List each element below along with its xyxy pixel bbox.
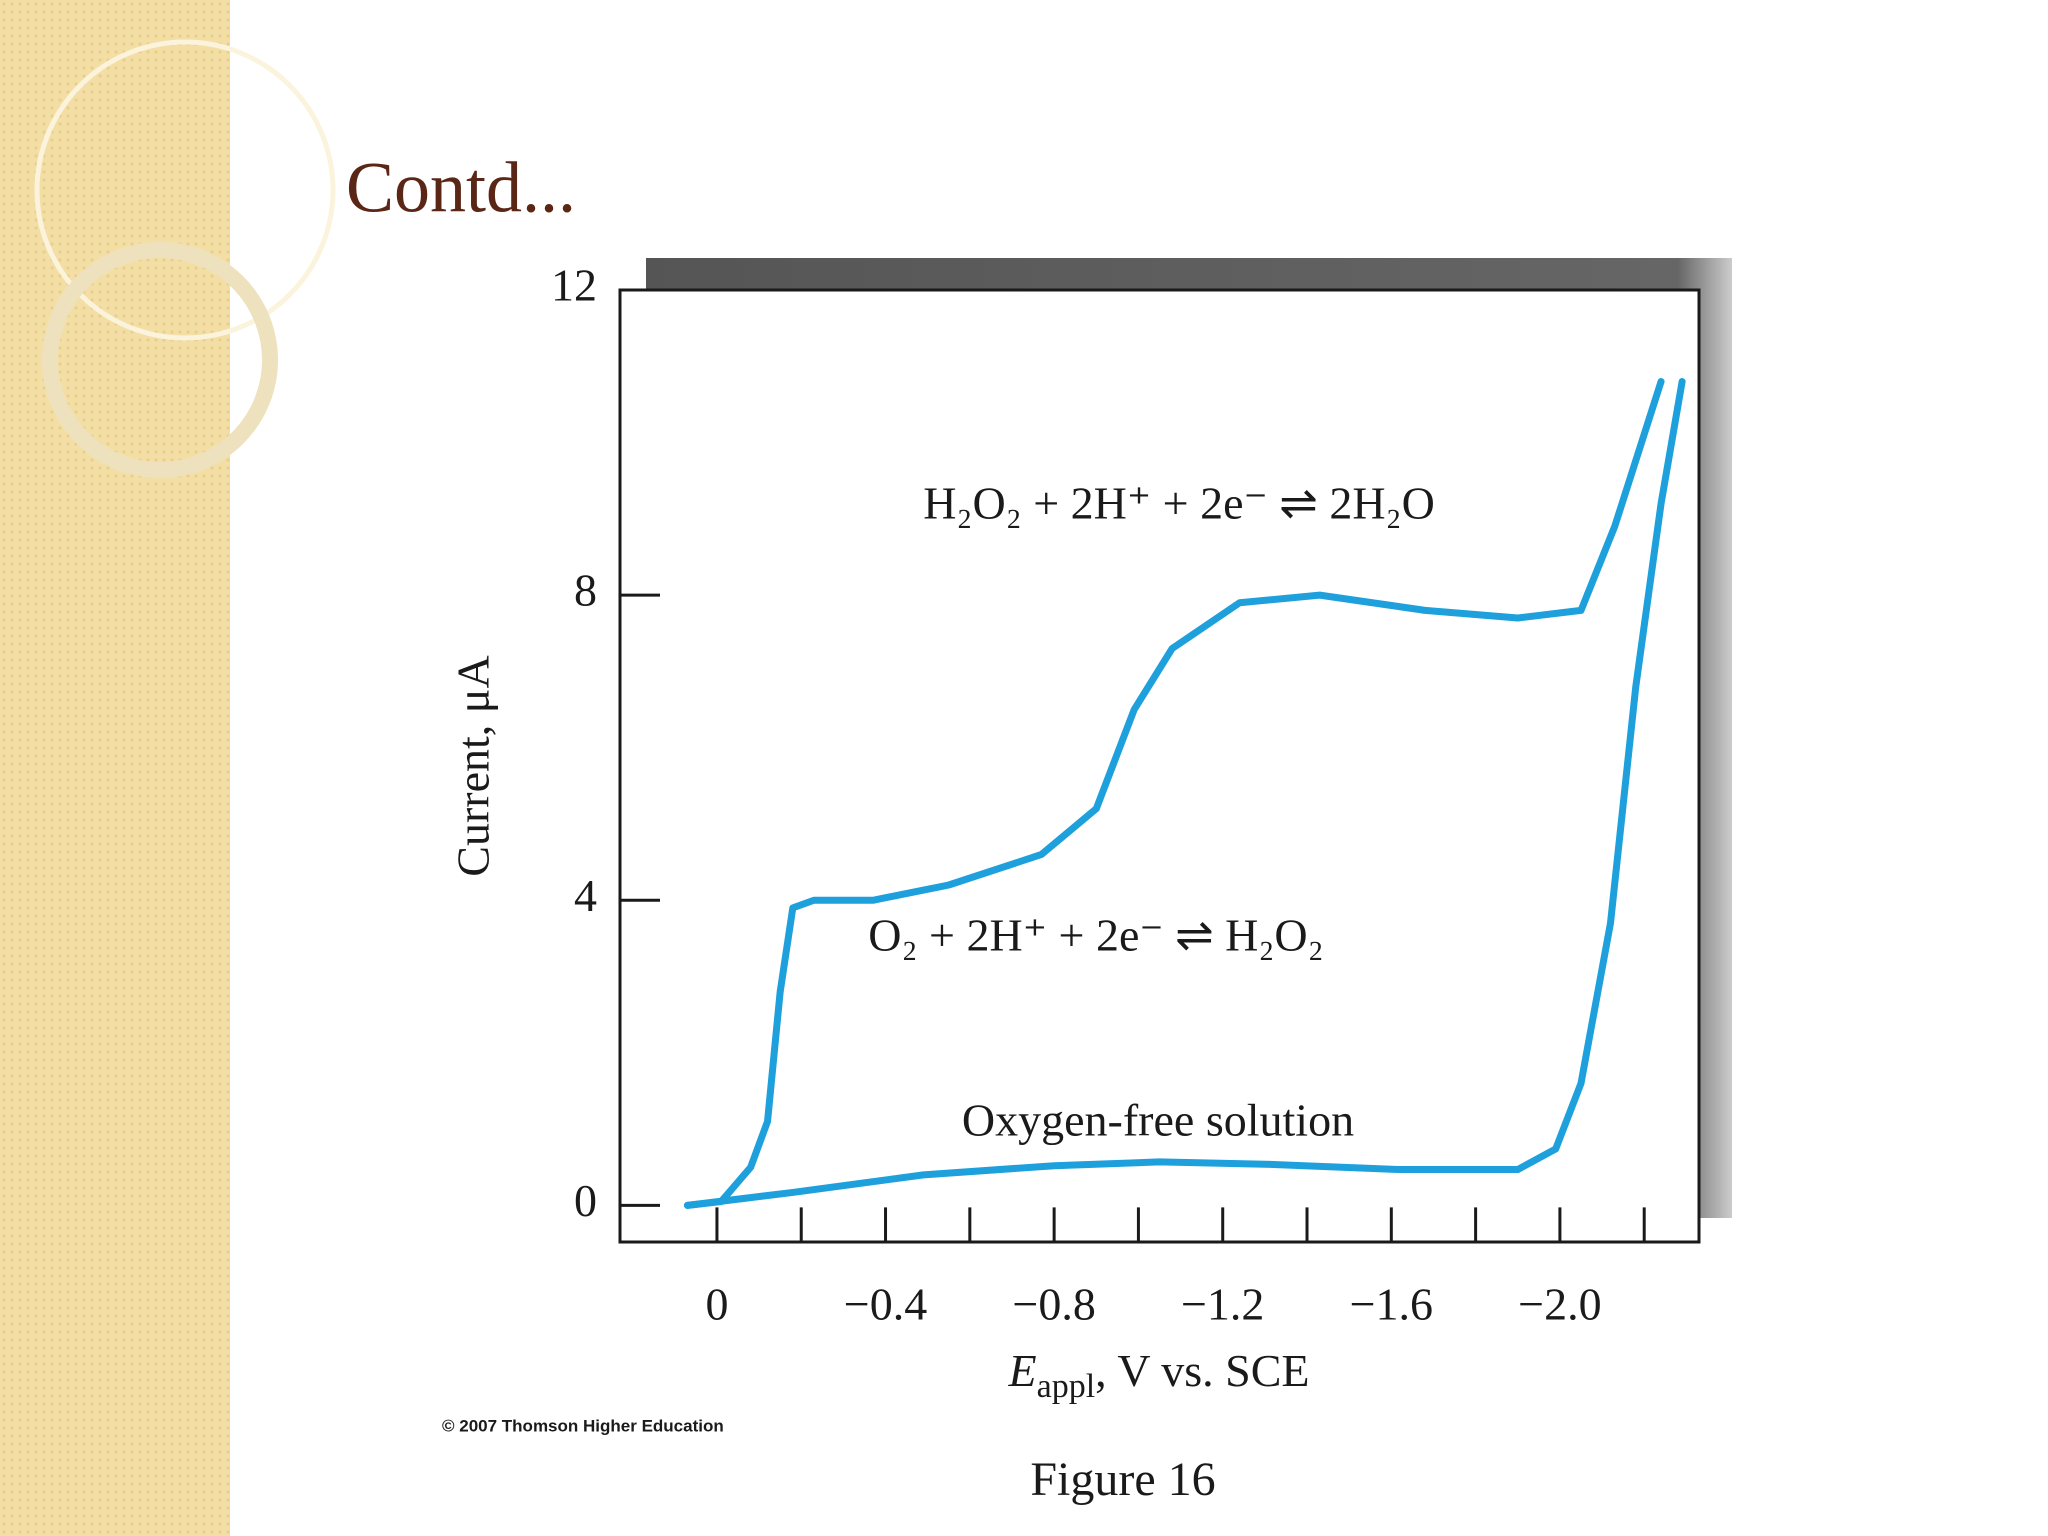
decor-ring (34, 39, 336, 341)
x-axis-title-part: , V vs. SCE (1095, 1345, 1309, 1396)
data-line (683, 378, 1686, 1209)
x-tick-label: −1.2 (1181, 1279, 1264, 1330)
caption: Figure 16 (1030, 1453, 1215, 1506)
x-tick-label: −2.0 (1518, 1279, 1601, 1330)
y-tick-label: 12 (551, 260, 597, 311)
plot-frame (618, 288, 1701, 1244)
annotation: O₂ + 2H⁺ + 2e⁻ ⇌ H₂O₂ (868, 910, 1323, 961)
y-tick-label: 4 (574, 870, 597, 921)
decor-ring (42, 242, 278, 478)
x-tick-label: −1.6 (1350, 1279, 1433, 1330)
x-tick-label: −0.8 (1012, 1279, 1095, 1330)
x-axis-title-part: E (1008, 1345, 1037, 1396)
data-line (683, 378, 1665, 1209)
x-axis-title: Eappl, V vs. SCE (1008, 1345, 1310, 1405)
annotation: Oxygen-free solution (962, 1095, 1354, 1146)
annotation: H₂O₂ + 2H⁺ + 2e⁻ ⇌ 2H₂O (923, 478, 1435, 529)
x-tick-label: −0.4 (844, 1279, 927, 1330)
side-band (0, 0, 230, 1536)
x-axis-title-sub: appl (1037, 1368, 1096, 1405)
y-tick-label: 0 (574, 1175, 597, 1226)
copyright: © 2007 Thomson Higher Education (442, 1416, 724, 1435)
x-tick-label: 0 (705, 1279, 728, 1330)
y-axis-title: Current, μA (448, 655, 499, 876)
slide-title: Contd... (346, 148, 576, 228)
y-tick-label: 8 (574, 565, 597, 616)
